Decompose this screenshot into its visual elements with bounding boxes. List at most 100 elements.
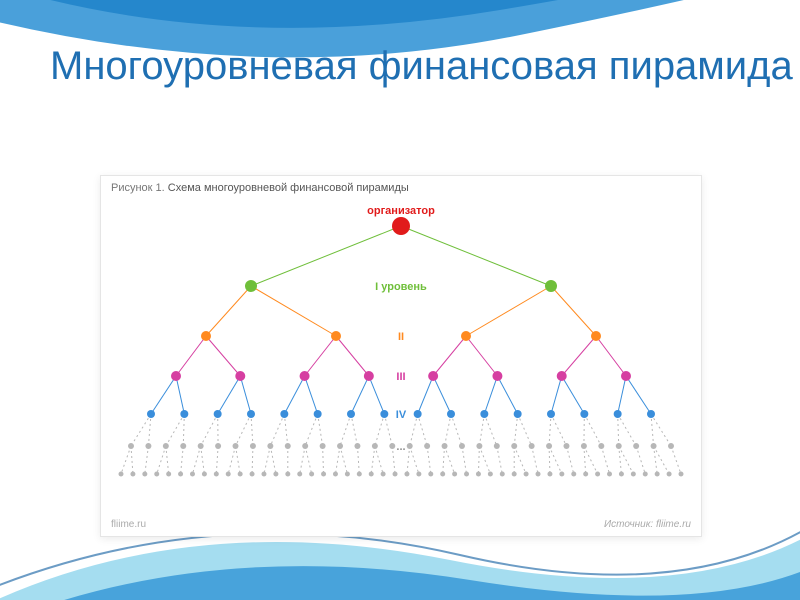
- tree-edge: [236, 446, 241, 474]
- tree-node: [214, 472, 219, 477]
- level-label: ...: [396, 441, 405, 453]
- tree-edge: [584, 414, 601, 446]
- tree-edge: [340, 414, 351, 446]
- tree-edge: [336, 336, 369, 376]
- tree-node: [285, 472, 290, 477]
- tree-edge: [418, 414, 427, 446]
- tree-node: [128, 443, 134, 449]
- tree-node: [480, 410, 488, 418]
- tree-node: [178, 472, 183, 477]
- tree-edge: [619, 446, 622, 474]
- tree-node: [500, 472, 505, 477]
- tree-node: [580, 410, 588, 418]
- tree-node: [233, 443, 239, 449]
- tree-edge: [371, 446, 375, 474]
- tree-node: [267, 443, 273, 449]
- tree-node: [547, 410, 555, 418]
- tree-edge: [479, 414, 484, 446]
- tree-node: [364, 371, 374, 381]
- tree-edge: [433, 376, 451, 414]
- tree-node: [147, 410, 155, 418]
- tree-node: [440, 472, 445, 477]
- tree-node: [547, 472, 552, 477]
- tree-edge: [484, 376, 497, 414]
- tree-node: [380, 410, 388, 418]
- tree-edge: [251, 414, 253, 446]
- tree-node: [235, 371, 245, 381]
- tree-edge: [551, 414, 566, 446]
- tree-node: [492, 371, 502, 381]
- tree-edge: [549, 446, 562, 474]
- tree-edge: [407, 446, 410, 474]
- tree-edge: [618, 414, 619, 446]
- tree-node: [461, 331, 471, 341]
- tree-edge: [131, 446, 133, 474]
- tree-node: [631, 472, 636, 477]
- tree-node: [407, 443, 413, 449]
- tree-edge: [192, 446, 200, 474]
- tree-edge: [532, 446, 538, 474]
- tree-edge: [251, 226, 401, 286]
- tree-edge: [626, 376, 651, 414]
- tree-edge: [601, 446, 609, 474]
- tree-edge: [445, 446, 455, 474]
- tree-edge: [410, 414, 418, 446]
- tree-node: [285, 443, 291, 449]
- tree-node: [583, 472, 588, 477]
- tree-edge: [240, 376, 251, 414]
- tree-node: [424, 443, 430, 449]
- tree-node: [668, 443, 674, 449]
- tree-edge: [166, 446, 169, 474]
- tree-edge: [201, 446, 205, 474]
- tree-node: [619, 472, 624, 477]
- tree-node: [416, 472, 421, 477]
- tree-edge: [201, 414, 218, 446]
- slide: Многоуровневая финансовая пирамида Рисун…: [0, 0, 800, 600]
- tree-node: [331, 331, 341, 341]
- tree-edge: [323, 446, 324, 474]
- tree-node: [300, 371, 310, 381]
- tree-edge: [270, 414, 284, 446]
- tree-node: [511, 443, 517, 449]
- tree-node: [302, 443, 308, 449]
- tree-node: [321, 472, 326, 477]
- tree-node: [345, 472, 350, 477]
- tree-edge: [584, 446, 598, 474]
- tree-node: [414, 410, 422, 418]
- tree-node: [591, 331, 601, 341]
- tree-edge: [369, 376, 384, 414]
- tree-node: [190, 472, 195, 477]
- tree-node: [647, 410, 655, 418]
- tree-node: [607, 472, 612, 477]
- tree-edge: [206, 286, 251, 336]
- tree-node: [621, 371, 631, 381]
- tree-node: [512, 472, 517, 477]
- tree-node: [616, 443, 622, 449]
- tree-node: [247, 410, 255, 418]
- tree-edge: [651, 414, 654, 446]
- tree-edge: [618, 414, 636, 446]
- tree-node: [369, 472, 374, 477]
- tree-node: [557, 371, 567, 381]
- tree-edge: [562, 336, 596, 376]
- tree-edge: [433, 336, 466, 376]
- tree-node: [633, 443, 639, 449]
- tree-node: [381, 472, 386, 477]
- tree-node: [494, 443, 500, 449]
- tree-edge: [584, 446, 586, 474]
- tree-node: [452, 472, 457, 477]
- tree-node: [546, 443, 552, 449]
- tree-node: [667, 472, 672, 477]
- tree-edge: [497, 446, 502, 474]
- tree-edge: [551, 376, 562, 414]
- tree-node: [392, 217, 410, 235]
- tree-edge: [357, 446, 359, 474]
- tree-node: [459, 443, 465, 449]
- tree-edge: [236, 414, 251, 446]
- tree-node: [428, 371, 438, 381]
- tree-node: [214, 410, 222, 418]
- tree-node: [245, 280, 257, 292]
- caption-prefix: Рисунок 1.: [111, 182, 165, 194]
- tree-node: [372, 443, 378, 449]
- tree-edge: [305, 376, 318, 414]
